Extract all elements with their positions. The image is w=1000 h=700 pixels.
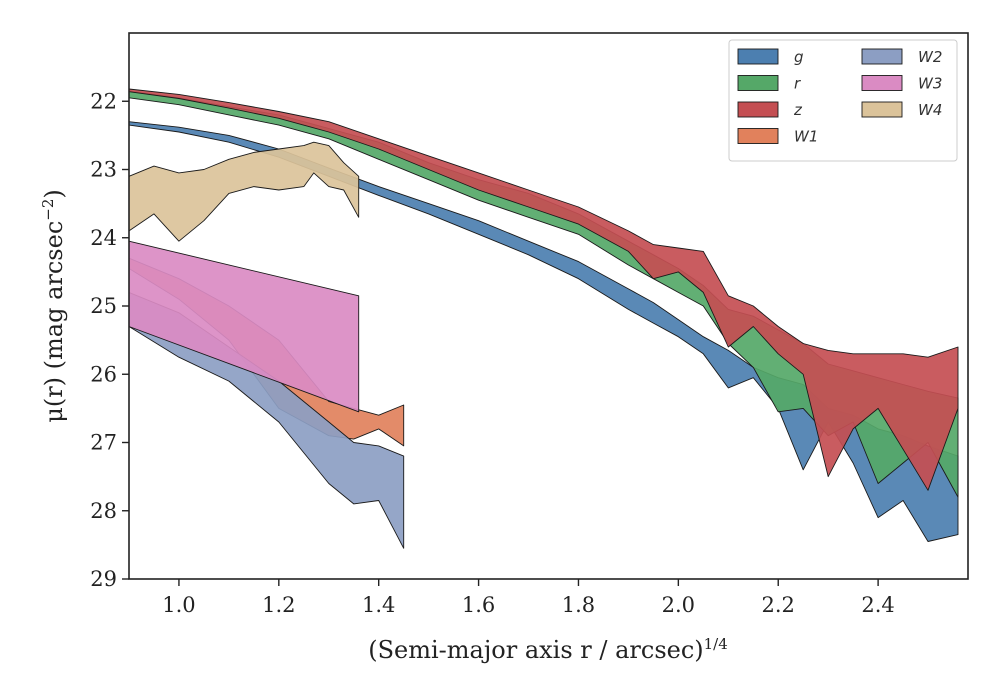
- legend-label-z: z: [793, 101, 803, 119]
- legend-label-g: g: [794, 48, 804, 66]
- series-band-z: [128, 88, 959, 491]
- legend-swatch-g: [737, 48, 779, 65]
- y-axis: 22 23 24 25 26 27 28 29: [90, 89, 129, 591]
- legend-label-w2: W2: [918, 48, 942, 66]
- x-tick-label: 1.4: [362, 593, 395, 617]
- y-tick-label: 26: [90, 362, 117, 386]
- y-tick-label: 29: [90, 567, 117, 591]
- legend-swatch-w1: [737, 128, 779, 144]
- legend-swatch-r: [737, 75, 779, 91]
- legend-label-w1: W1: [794, 128, 818, 146]
- x-tick-label: 1.6: [462, 593, 495, 617]
- legend-swatch-w4: [861, 101, 903, 118]
- x-tick-label: 2.4: [861, 593, 894, 617]
- legend: grz W1 W2 W3 W4: [728, 39, 958, 162]
- series-band-g: [128, 121, 959, 542]
- x-axis-title: (Semi-major axis r / arcsec)1/4: [368, 635, 728, 664]
- x-tick-label: 1.2: [262, 593, 295, 617]
- series-layer: [128, 88, 959, 549]
- x-tick-label: 1.8: [562, 593, 595, 617]
- x-tick-label: 2.0: [662, 593, 695, 617]
- legend-label-w4: W4: [918, 101, 942, 119]
- legend-label-w3: W3: [918, 75, 942, 93]
- x-tick-label: 1.0: [162, 593, 195, 617]
- x-tick-label: 2.2: [762, 593, 795, 617]
- legend-box: [728, 39, 958, 162]
- y-axis-title: μ(r) (mag arcsec−2): [39, 189, 68, 423]
- legend-swatch-w2: [861, 48, 903, 65]
- x-axis: 1.0 1.2 1.4 1.6 1.8 2.0 2.2 2.4: [162, 579, 895, 617]
- y-tick-label: 24: [90, 226, 117, 250]
- y-tick-label: 23: [90, 158, 117, 182]
- y-tick-label: 22: [90, 89, 117, 113]
- y-tick-label: 25: [90, 294, 117, 318]
- y-tick-label: 27: [90, 431, 117, 455]
- legend-label-r: r: [794, 75, 801, 93]
- y-tick-label: 28: [90, 499, 117, 523]
- legend-swatch-w3: [861, 75, 903, 91]
- series-band-w4: [128, 141, 360, 242]
- legend-swatch-z: [737, 101, 779, 118]
